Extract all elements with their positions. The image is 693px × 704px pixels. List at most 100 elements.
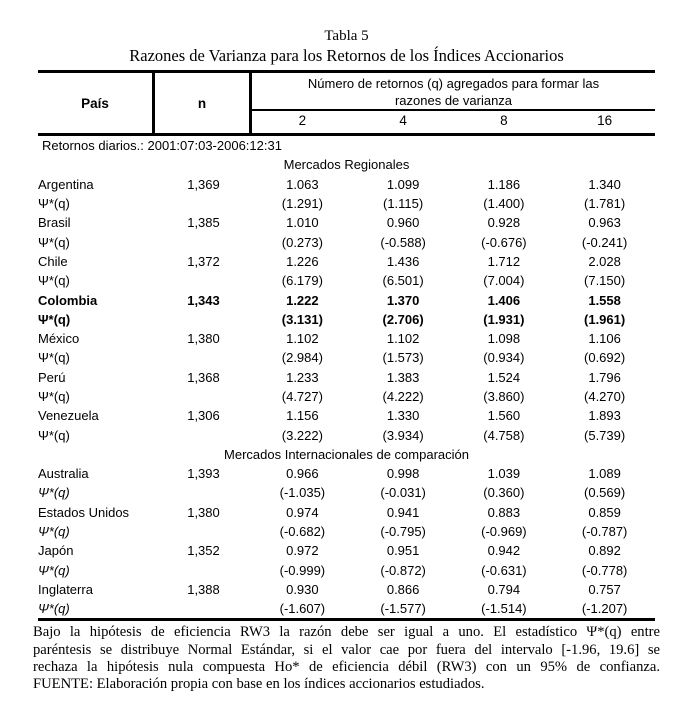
observations-count: 1,385 [187,215,220,231]
variance-ratio-q2: 1.010 [286,215,319,231]
table-row-country: Colombia 1,343 1.222 1.370 1.406 1.558 [38,290,655,309]
table-row-country: Estados Unidos 1,380 0.974 0.941 0.883 0… [38,503,655,522]
empty-cell [155,561,252,580]
statistic-label: Ψ*(q) [38,601,70,617]
observations-count: 1,388 [187,581,220,597]
variance-ratio-q8: 1.712 [487,253,521,269]
table-row-statistic: Ψ*(q) (4.727) (4.222) (3.860) (4.270) [38,387,655,406]
statistic-q4: (3.934) [382,427,424,443]
statistic-q4: (-1.577) [380,601,426,617]
section-title: Mercados Regionales [283,157,410,173]
column-header-pais: País [38,73,155,133]
statistic-q2: (-1.035) [279,485,326,501]
statistic-q2: (-0.999) [279,562,326,578]
empty-cell [155,425,252,444]
column-header-q16: 16 [597,113,613,128]
country-name: México [38,331,80,347]
variance-ratio-q16: 1.893 [588,408,621,424]
observations-count: 1,380 [187,504,220,520]
table-row-period-note: Retornos diarios.: 2001:07:03-2006:12:31 [38,136,655,155]
variance-ratio-q4: 0.960 [386,215,420,231]
statistic-q8: (1.931) [483,311,525,327]
statistic-q2: (-0.682) [279,524,326,540]
variance-ratio-q2: 1.233 [286,369,319,385]
observations-count: 1,380 [187,331,220,347]
country-name: Inglaterra [38,581,93,597]
variance-ratio-q4: 0.998 [386,466,420,482]
footnote-line-2: paréntesis se distribuye Normal Estándar… [33,641,660,658]
observations-count: 1,369 [187,176,220,192]
observations-count: 1,372 [187,253,220,269]
statistic-q16: (0.692) [584,350,626,366]
table-header: País n Número de retornos (q) agregados … [38,70,655,136]
variance-ratio-q8: 1.560 [487,408,521,424]
statistic-label: Ψ*(q) [38,273,70,289]
country-name: Australia [38,466,89,482]
empty-cell [155,194,252,213]
empty-cell [155,483,252,502]
variance-ratio-q16: 0.892 [588,543,621,559]
variance-ratio-q2: 1.226 [286,253,319,269]
statistic-q2: (2.984) [281,350,323,366]
statistic-q4: (-0.031) [380,485,426,501]
empty-cell [155,599,252,618]
variance-ratio-q16: 2.028 [588,253,621,269]
variance-ratio-q8: 1.406 [487,292,521,308]
variance-ratio-q8: 1.186 [487,176,521,192]
empty-cell [155,348,252,367]
statistic-label: Ψ*(q) [38,350,70,366]
statistic-q4: (-0.588) [380,234,426,250]
variance-ratio-q2: 1.156 [286,408,319,424]
table-row-country: Venezuela 1,306 1.156 1.330 1.560 1.893 [38,406,655,425]
variance-ratio-q8: 0.942 [487,543,521,559]
variance-ratio-q16: 1.796 [588,369,621,385]
variance-ratio-table-wrapper: País n Número de retornos (q) agregados … [38,70,655,622]
variance-ratio-q4: 1.102 [386,331,420,347]
statistic-q16: (7.150) [584,273,626,289]
table-row-country: Argentina 1,369 1.063 1.099 1.186 1.340 [38,175,655,194]
q-subcolumns: 2 4 8 16 [252,111,655,131]
country-name: Colombia [38,292,98,308]
empty-cell [155,271,252,290]
table-row-statistic: Ψ*(q) (-0.999) (-0.872) (-0.631) (-0.778… [38,561,655,580]
empty-cell [155,387,252,406]
statistic-q16: (-0.241) [581,234,628,250]
statistic-q2: (0.273) [281,234,323,250]
statistic-q4: (-0.795) [380,524,426,540]
country-name: Perú [38,369,66,385]
statistic-q8: (7.004) [483,273,525,289]
q-group-caption-line1: Número de retornos (q) agregados para fo… [307,76,600,91]
column-header-q-group: Número de retornos (q) agregados para fo… [252,73,655,133]
statistic-q4: (4.222) [382,389,424,404]
column-header-q8: 8 [500,113,508,128]
period-note: Retornos diarios.: 2001:07:03-2006:12:31 [42,138,282,154]
statistic-label: Ψ*(q) [38,427,70,443]
table-section-header: Mercados Regionales [38,155,655,174]
country-name: Estados Unidos [38,504,130,520]
variance-ratio-q4: 0.866 [386,581,420,597]
table-row-statistic: Ψ*(q) (-1.607) (-1.577) (-1.514) (-1.207… [38,599,655,618]
statistic-q8: (0.934) [483,350,525,366]
table-row-country: Australia 1,393 0.966 0.998 1.039 1.089 [38,464,655,483]
empty-cell [155,232,252,251]
empty-cell [155,522,252,541]
variance-ratio-q8: 1.039 [487,466,521,482]
country-name: Brasil [38,215,71,231]
variance-ratio-q4: 0.951 [386,543,420,559]
variance-ratio-q2: 0.974 [286,504,319,520]
variance-ratio-q2: 1.063 [286,176,319,192]
variance-ratio-q2: 0.930 [286,581,319,597]
country-name: Argentina [38,176,94,192]
statistic-q8: (3.860) [483,389,525,404]
variance-ratio-q8: 0.928 [487,215,521,231]
statistic-q2: (4.727) [281,389,323,404]
statistic-q4: (6.501) [382,273,424,289]
statistic-q16: (-1.207) [581,601,628,617]
table-footnote: Bajo la hipótesis de eficiencia RW3 la r… [33,624,660,693]
table-row-statistic: Ψ*(q) (-1.035) (-0.031) (0.360) (0.569) [38,483,655,502]
table-section-header: Mercados Internacionales de comparación [38,445,655,464]
table-row-country: Japón 1,352 0.972 0.951 0.942 0.892 [38,541,655,560]
table-row-country: Brasil 1,385 1.010 0.960 0.928 0.963 [38,213,655,232]
statistic-q2: (3.131) [281,311,323,327]
table-row-statistic: Ψ*(q) (3.131) (2.706) (1.931) (1.961) [38,310,655,329]
